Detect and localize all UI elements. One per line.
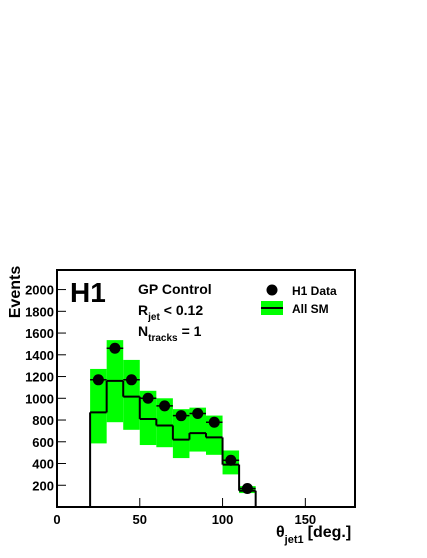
- x-tick-label: 150: [294, 512, 316, 527]
- plot-area: [89, 340, 257, 507]
- data-point: [92, 374, 104, 386]
- data-point: [175, 410, 187, 422]
- x-tick-label: 50: [133, 512, 147, 527]
- legend-marker: [266, 284, 278, 296]
- annotation-part: < 0.12: [164, 302, 204, 318]
- sm-band: [90, 368, 107, 444]
- annotation-part: = 1: [182, 323, 202, 339]
- x-label-sub: jet1: [284, 534, 304, 546]
- annotation-part: N: [138, 323, 148, 339]
- sm-band: [139, 390, 157, 446]
- data-point: [142, 392, 154, 404]
- y-tick-label: 200: [32, 478, 54, 493]
- data-point: [241, 483, 253, 495]
- annotation-part: GP Control: [138, 281, 212, 297]
- sm-band: [123, 359, 140, 430]
- legend-label: All SM: [292, 302, 329, 316]
- frame: [56, 269, 356, 508]
- sm-band: [156, 398, 173, 448]
- data-point: [126, 374, 137, 386]
- x-label-main: θ: [276, 524, 285, 541]
- annotation: Rjet < 0.12: [138, 302, 203, 323]
- x-tick-label: 100: [212, 512, 234, 527]
- data-point: [225, 454, 237, 466]
- y-tick-label: 800: [32, 413, 54, 428]
- data-point: [208, 416, 220, 428]
- legend-label: H1 Data: [292, 284, 337, 298]
- y-tick-label: 1800: [25, 304, 54, 319]
- y-tick-label: 1000: [25, 391, 54, 406]
- y-axis-label: Events: [7, 266, 24, 319]
- x-tick-label: 0: [53, 512, 60, 527]
- x-axis-label: θjet1 [deg.]: [276, 524, 351, 546]
- annotation: GP Control: [138, 281, 212, 297]
- y-tick-label: 2000: [25, 283, 54, 298]
- data-point: [192, 408, 204, 420]
- annotation-part: jet: [147, 312, 160, 323]
- data-point: [109, 342, 121, 354]
- sm-band: [189, 407, 206, 452]
- chart-title: H1: [70, 277, 106, 308]
- annotation-part: R: [138, 302, 148, 318]
- data-point: [159, 400, 171, 412]
- y-tick-label: 400: [32, 457, 54, 472]
- annotation: Ntracks = 1: [138, 323, 202, 344]
- annotation-part: tracks: [148, 333, 178, 344]
- y-tick-label: 1600: [25, 326, 54, 341]
- sm-band: [172, 409, 190, 459]
- y-tick-label: 1400: [25, 348, 54, 363]
- y-tick-label: 600: [32, 435, 54, 450]
- x-label-unit: [deg.]: [308, 524, 352, 541]
- y-tick-label: 1200: [25, 370, 54, 385]
